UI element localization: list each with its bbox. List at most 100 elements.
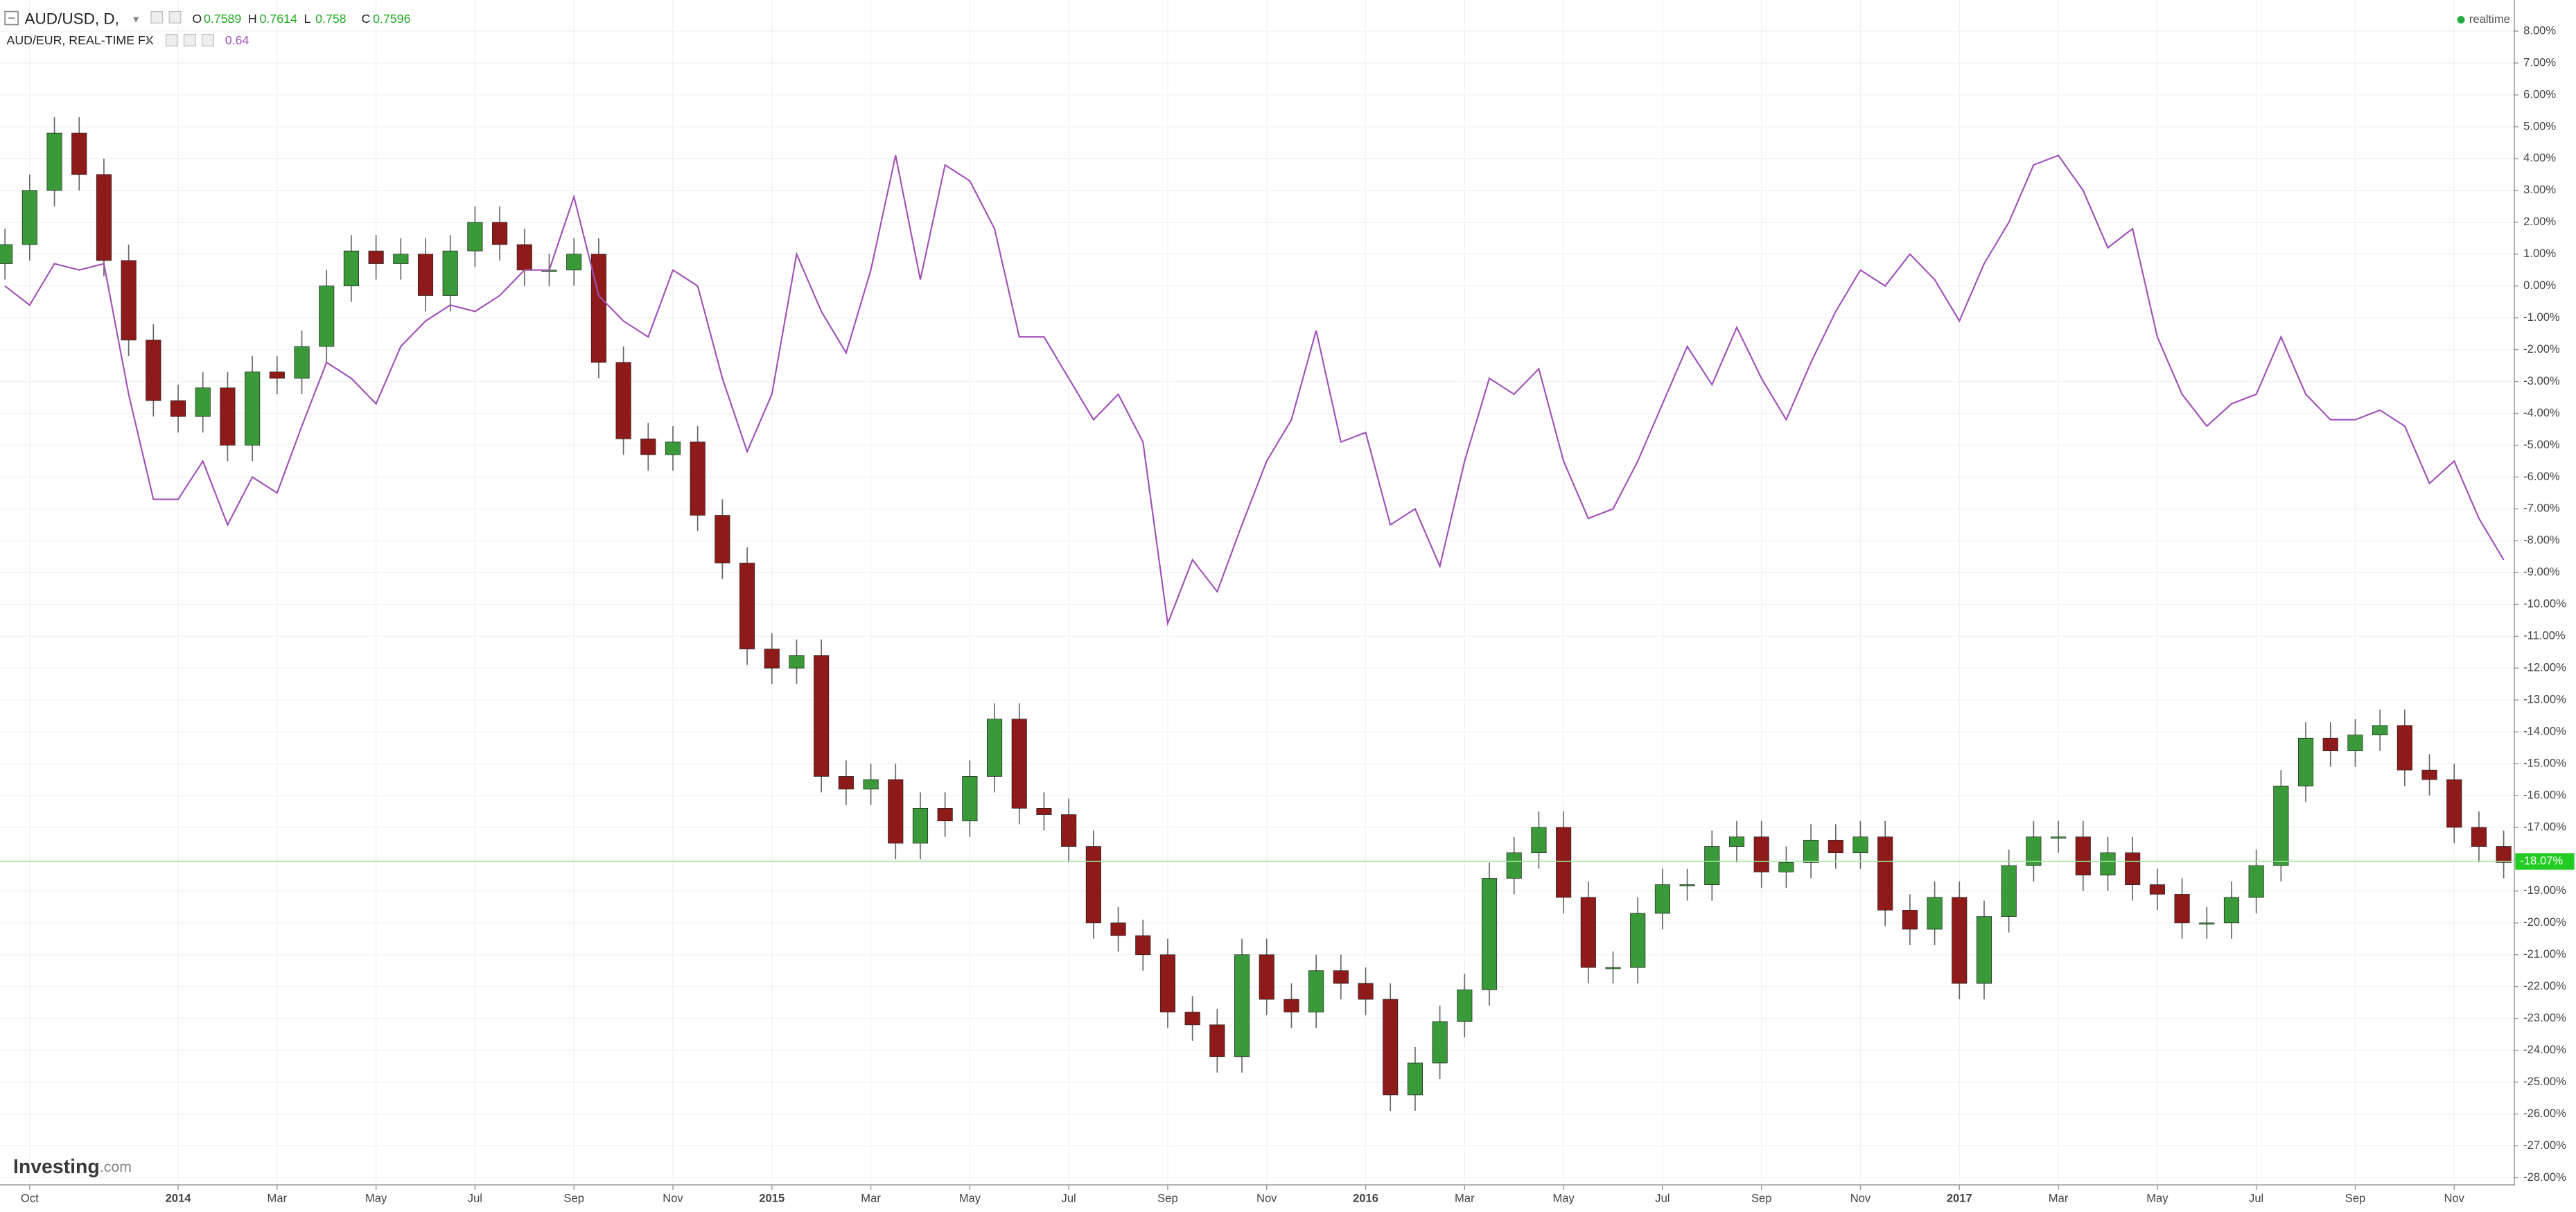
y-tick-label: -23.00%	[2523, 1011, 2566, 1024]
settings-button[interactable]	[150, 10, 164, 24]
y-tick-label: -19.00%	[2523, 884, 2566, 897]
y-tick-label: -9.00%	[2523, 565, 2560, 579]
candle-body	[516, 244, 532, 271]
candle-body	[690, 441, 706, 516]
y-tick-label: 8.00%	[2523, 24, 2556, 37]
candle-body	[665, 441, 681, 455]
candle-body	[2125, 852, 2141, 886]
y-tick-label: -8.00%	[2523, 534, 2560, 547]
candle-body	[1259, 954, 1274, 1000]
candle-body	[1159, 954, 1176, 1012]
x-tick-label: May	[1552, 1191, 1575, 1204]
candle-body	[2397, 725, 2412, 771]
y-tick-label: -24.00%	[2523, 1043, 2566, 1056]
compare-line	[4, 154, 2505, 627]
candle-body	[1976, 916, 1992, 984]
candle-body	[566, 254, 582, 271]
candle-body	[2199, 922, 2215, 925]
y-tick-label: -25.00%	[2523, 1075, 2566, 1088]
dropdown-arrow[interactable]: ▾	[146, 35, 152, 46]
quote-value: 0.7596	[373, 12, 410, 26]
candle-body	[1927, 897, 1943, 930]
x-tick-label: May	[365, 1191, 387, 1204]
candle-body	[1432, 1021, 1448, 1064]
y-tick-label: 2.00%	[2523, 215, 2556, 228]
candle-body	[2471, 827, 2487, 847]
candle-body	[2100, 852, 2116, 876]
x-tick-label: 2017	[1947, 1191, 1972, 1204]
x-tick-label: Sep	[2345, 1191, 2366, 1204]
x-tick-label: Mar	[268, 1191, 288, 1204]
y-tick-label: -16.00%	[2523, 788, 2566, 801]
x-tick-label: Nov	[2444, 1191, 2465, 1204]
status-label: realtime	[2469, 12, 2510, 26]
candle-body	[170, 400, 186, 417]
candle-body	[2347, 735, 2363, 751]
candle-body	[986, 719, 1003, 777]
candle-body	[467, 222, 483, 252]
axes: 8.00% 7.00% 6.00% 5.00% 4.00% 3.00% 2.00% 1.00%…	[21, 24, 2575, 1204]
candle-body	[1135, 935, 1151, 956]
quote-value: 0.7589	[204, 12, 241, 26]
brand-domain: .com	[100, 1159, 132, 1175]
candle-body	[1580, 897, 1596, 968]
candle-body	[2421, 769, 2437, 780]
candle-body	[1753, 836, 1769, 872]
y-tick-label: -21.00%	[2523, 947, 2566, 960]
candle-body	[888, 779, 904, 844]
dropdown-arrow[interactable]: ▾	[133, 12, 139, 26]
legend: AUD/USD, D, ▾ O 0.7589 H 0.7614 L 0.758 C 0.759…	[4, 10, 411, 47]
settings-button[interactable]	[165, 34, 178, 46]
y-tick-label: -27.00%	[2523, 1139, 2566, 1152]
y-tick-label: 6.00%	[2523, 87, 2556, 100]
compare-value: 0.64	[225, 33, 249, 47]
candle-body	[962, 776, 978, 822]
x-tick-label: Mar	[861, 1191, 881, 1204]
candle-body	[319, 286, 335, 347]
candle-body	[863, 779, 879, 790]
x-tick-label: May	[2146, 1191, 2168, 1204]
close-button[interactable]	[201, 34, 214, 46]
candle-body	[1234, 954, 1250, 1057]
x-tick-label: 2016	[1353, 1191, 1378, 1204]
x-tick-label: Nov	[1850, 1191, 1871, 1204]
last-value-tag	[2515, 853, 2575, 870]
candle-body	[368, 250, 384, 264]
plot-area	[0, 117, 2514, 1111]
candle-body	[1085, 846, 1101, 924]
hide-button[interactable]	[168, 10, 182, 24]
x-tick-label: Sep	[1751, 1191, 1772, 1204]
candle-body	[2322, 737, 2338, 751]
x-tick-label: Jul	[1655, 1191, 1670, 1204]
candle-body	[1852, 836, 1868, 854]
candle-body	[640, 438, 656, 455]
candle-body	[2051, 836, 2067, 838]
quote-value: 0.758	[315, 12, 347, 26]
y-tick-label: 3.00%	[2523, 183, 2556, 196]
candle-body	[343, 250, 359, 287]
quote-value: 0.7614	[260, 12, 297, 26]
y-tick-label: -4.00%	[2523, 406, 2560, 419]
hide-button[interactable]	[183, 34, 196, 46]
candle-body	[937, 808, 953, 822]
candle-body	[220, 387, 236, 446]
x-tick-label: Jul	[2249, 1191, 2263, 1204]
collapse-button[interactable]	[4, 10, 19, 26]
brand-name: Investing	[13, 1156, 100, 1178]
x-tick-label: Jul	[468, 1191, 482, 1204]
candle-body	[2297, 737, 2314, 787]
y-tick-label: -1.00%	[2523, 310, 2560, 324]
candle-body	[1011, 719, 1027, 809]
y-tick-label: -5.00%	[2523, 438, 2560, 451]
candle-body	[46, 132, 62, 191]
candle-body	[1061, 814, 1077, 847]
candle-body	[1654, 884, 1670, 914]
series-title: AUD/USD, D,	[25, 10, 119, 27]
candle-body	[1110, 922, 1126, 936]
candle-body	[2149, 884, 2165, 895]
candle-body	[2026, 836, 2042, 866]
candle-body	[21, 190, 37, 245]
quote-key: L	[304, 12, 311, 26]
candle-body	[71, 132, 87, 175]
y-tick-label: -12.00%	[2523, 661, 2566, 674]
